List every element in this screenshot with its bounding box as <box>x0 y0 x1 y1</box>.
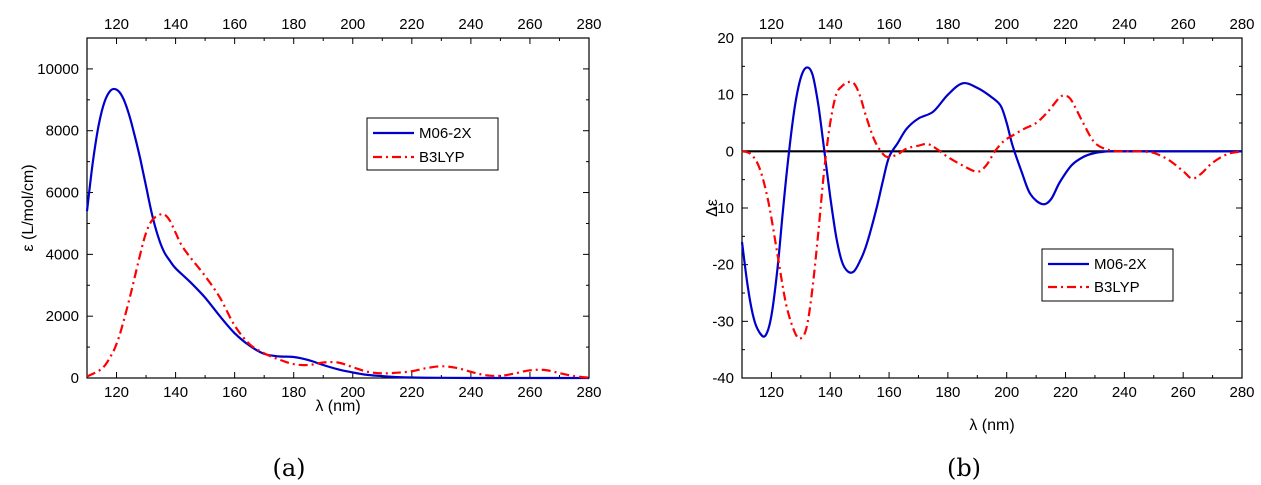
y-tick-label: -10 <box>712 200 734 217</box>
x-tick-label-top: 220 <box>1053 16 1078 33</box>
x-tick-label-top: 200 <box>994 16 1019 33</box>
x-tick-label: 260 <box>1171 384 1196 401</box>
x-tick-label-top: 200 <box>340 16 365 33</box>
x-tick-label: 280 <box>1229 384 1254 401</box>
series-a <box>85 87 590 380</box>
y-tick-label: -40 <box>712 370 734 387</box>
x-tick-label-top: 160 <box>222 16 247 33</box>
plot-frame-a <box>86 37 590 379</box>
legend-label-m062x-b: M06-2X <box>1094 256 1147 273</box>
x-tick-label-top: 140 <box>163 16 188 33</box>
caption-b: (b) <box>947 454 981 482</box>
x-tick-label-top: 260 <box>1171 16 1196 33</box>
x-tick-label-top: 220 <box>399 16 424 33</box>
x-tick-label-top: 280 <box>576 16 601 33</box>
legend-label-m062x-a: M06-2X <box>419 125 472 142</box>
legend-b: M06-2X B3LYP <box>1041 248 1174 302</box>
y-axis-title-a: ε (L/mol/cm) <box>20 164 37 251</box>
x-tick-label-top: 280 <box>1229 16 1254 33</box>
x-tick-label-top: 160 <box>877 16 902 33</box>
x-tick-label: 220 <box>1053 384 1078 401</box>
y-axis-title-b: Δε <box>704 199 721 217</box>
y-tick-label: -20 <box>712 257 734 274</box>
ticks-b: 1201201401401601601801802002002202202402… <box>712 16 1254 401</box>
caption-a: (a) <box>272 454 305 482</box>
y-tick-label: 8000 <box>46 123 79 140</box>
x-tick-label: 260 <box>517 384 542 401</box>
x-tick-label-top: 180 <box>281 16 306 33</box>
y-tick-label: 20 <box>717 30 734 47</box>
x-tick-label: 120 <box>104 384 129 401</box>
x-tick-label-top: 260 <box>517 16 542 33</box>
series-line-b3lyp <box>741 80 1243 340</box>
plot-frame-b <box>741 37 1243 379</box>
x-axis-title-a: λ (nm) <box>315 398 360 415</box>
x-tick-label: 180 <box>935 384 960 401</box>
x-tick-label: 200 <box>340 384 365 401</box>
x-tick-label-top: 240 <box>1112 16 1137 33</box>
y-tick-label: 2000 <box>46 308 79 325</box>
x-tick-label-top: 240 <box>458 16 483 33</box>
x-tick-label: 240 <box>458 384 483 401</box>
x-tick-label: 120 <box>759 384 784 401</box>
x-tick-label: 180 <box>281 384 306 401</box>
legend-label-b3lyp-a: B3LYP <box>419 149 465 166</box>
legend-label-b3lyp-b: B3LYP <box>1094 279 1140 296</box>
panel-a: 120 120 140 140 160 160 180 180 200 200 220 220 240 2… <box>20 16 602 482</box>
ticks-a: 120 120 140 140 160 160 180 180 200 200 220 220 240 2… <box>37 16 601 401</box>
y-tick-label: 4000 <box>46 246 79 263</box>
legend-a: M06-2X B3LYP <box>366 117 499 171</box>
x-tick-label-top: 120 <box>104 16 129 33</box>
x-tick-label: 200 <box>994 384 1019 401</box>
series-line-m062x <box>740 66 1242 338</box>
y-tick-label: 10000 <box>37 61 79 78</box>
series-line-m062x <box>85 87 589 380</box>
x-axis-title-b: λ (nm) <box>969 417 1014 434</box>
legend-box-b <box>1041 248 1174 302</box>
x-tick-label: 280 <box>576 384 601 401</box>
y-tick-label: 10 <box>717 87 734 104</box>
x-tick-label: 160 <box>222 384 247 401</box>
y-tick-label: 0 <box>726 143 734 160</box>
y-tick-label: -30 <box>712 313 734 330</box>
x-tick-label: 140 <box>818 384 843 401</box>
legend-box-a <box>366 117 499 171</box>
x-tick-label: 240 <box>1112 384 1137 401</box>
x-tick-label-top: 120 <box>759 16 784 33</box>
panel-b: 1201201401401601601801802002002202202402… <box>704 16 1255 482</box>
series-line-b3lyp <box>86 212 590 379</box>
x-tick-label-top: 180 <box>935 16 960 33</box>
x-tick-label: 140 <box>163 384 188 401</box>
x-tick-label: 220 <box>399 384 424 401</box>
y-tick-label: 0 <box>71 370 79 387</box>
x-tick-label-top: 140 <box>818 16 843 33</box>
y-tick-label: 6000 <box>46 185 79 202</box>
series-b <box>740 66 1243 340</box>
x-tick-label: 160 <box>877 384 902 401</box>
